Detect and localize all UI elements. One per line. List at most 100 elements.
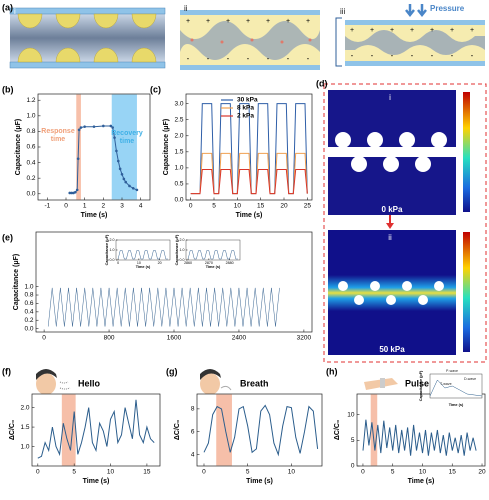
highlight-span bbox=[216, 394, 232, 466]
charge-sign: - bbox=[247, 54, 250, 63]
x-tick-label: 10 bbox=[107, 469, 115, 476]
charge-sign: + bbox=[226, 18, 230, 25]
data-point bbox=[76, 157, 80, 160]
charge-sign: - bbox=[431, 51, 434, 60]
charge-sign: - bbox=[371, 51, 374, 60]
x-tick-label: 0 bbox=[117, 261, 119, 265]
plot-area bbox=[31, 393, 161, 467]
x-axis-label: Time (s) bbox=[206, 265, 221, 269]
data-point bbox=[135, 188, 139, 192]
x-tick-label: 0 bbox=[189, 203, 193, 210]
chart-title: Hello bbox=[78, 378, 101, 388]
plot-area bbox=[35, 231, 313, 333]
icon-face bbox=[200, 369, 232, 395]
y-tick-label: 1.5 bbox=[20, 424, 29, 431]
charge-sign: - bbox=[351, 51, 354, 60]
y-tick-label: 0.4 bbox=[26, 159, 35, 166]
x-tick-label: 5 bbox=[391, 469, 395, 476]
y-tick-label: 8 bbox=[191, 406, 195, 413]
y-tick-label: 6 bbox=[191, 428, 195, 435]
y-tick-label: 0.8 bbox=[26, 128, 35, 135]
data-line bbox=[429, 379, 483, 397]
data-point bbox=[120, 172, 124, 176]
x-tick-label: 5 bbox=[72, 469, 76, 476]
y-tick-label: 1.0 bbox=[174, 165, 183, 172]
x-tick-label: 5 bbox=[212, 203, 216, 210]
data-point bbox=[68, 191, 72, 195]
data-line bbox=[362, 419, 477, 456]
y-tick-label: 0.0 bbox=[26, 190, 35, 197]
sim-pressure: 50 kPa bbox=[379, 345, 405, 354]
charge-sign: - bbox=[411, 51, 414, 60]
y-tick-label: 1.0 bbox=[180, 248, 185, 252]
y-tick-label: 2.0 bbox=[20, 404, 29, 411]
x-tick-label: 15 bbox=[257, 203, 265, 210]
y-tick-label: 1.0 bbox=[26, 113, 35, 120]
legend-label: 8 kPa bbox=[237, 105, 254, 112]
legend-label: 2 kPa bbox=[237, 113, 254, 120]
y-tick-label: 2.5 bbox=[174, 116, 183, 123]
data-line bbox=[47, 287, 280, 327]
x-tick-label: 0 bbox=[42, 335, 46, 342]
x-tick-label: 1600 bbox=[167, 335, 182, 342]
data-point bbox=[102, 124, 105, 128]
panel-label: (e) bbox=[2, 232, 13, 242]
y-axis-label: ΔC/C₀ bbox=[174, 420, 181, 440]
charge-sign: + bbox=[206, 18, 210, 25]
y-tick-label: 0.0 bbox=[110, 258, 115, 262]
x-tick-label: 25 bbox=[304, 203, 312, 210]
chart-title: Breath bbox=[240, 378, 269, 388]
x-axis-label: Time (s) bbox=[136, 265, 151, 269]
diagram-a-ii bbox=[180, 10, 320, 70]
charge-sign: + bbox=[410, 27, 414, 34]
charge-sign: + bbox=[430, 27, 434, 34]
charge-sign: + bbox=[246, 18, 250, 25]
data-point bbox=[128, 184, 131, 188]
data-point bbox=[75, 188, 79, 192]
y-tick-label: 0.2 bbox=[26, 175, 35, 182]
x-tick-label: 10 bbox=[234, 203, 242, 210]
y-axis-label: Capacitance (μF) bbox=[13, 254, 20, 310]
panel-label: (c) bbox=[150, 84, 161, 94]
x-tick-label: 15 bbox=[143, 469, 151, 476]
x-tick-label: 10 bbox=[419, 469, 427, 476]
charge-sign: + bbox=[450, 27, 454, 34]
x-tick-label: 15 bbox=[449, 469, 457, 476]
sim-label: ii bbox=[388, 233, 392, 242]
data-line bbox=[37, 399, 155, 459]
data-point bbox=[79, 126, 83, 129]
annotation: D-wave bbox=[464, 377, 476, 381]
panel-label: (h) bbox=[326, 366, 338, 376]
x-tick-label: 0 bbox=[361, 469, 365, 476]
x-tick-label: 3200 bbox=[297, 335, 312, 342]
data-line bbox=[203, 404, 319, 457]
y-tick-label: 4 bbox=[191, 451, 195, 458]
y-axis-label: Capacitance (pF) bbox=[419, 370, 423, 401]
y-tick-label: 2.0 bbox=[180, 238, 185, 242]
simulation-panel bbox=[323, 83, 487, 363]
charge-sign: - bbox=[287, 54, 290, 63]
annotation: Recovery time bbox=[111, 130, 143, 145]
charge-sign: + bbox=[350, 27, 354, 34]
x-tick-label: 20 bbox=[280, 203, 288, 210]
charge-sign: + bbox=[186, 18, 190, 25]
data-point bbox=[118, 167, 122, 171]
data-point bbox=[83, 125, 86, 129]
charge-sign: + bbox=[286, 18, 290, 25]
y-tick-label: 0.6 bbox=[26, 144, 35, 151]
charge-sign: + bbox=[306, 18, 310, 25]
x-tick-label: 1 bbox=[83, 203, 87, 210]
diagram-a-iii bbox=[335, 4, 485, 67]
data-point bbox=[124, 180, 128, 184]
y-axis-label: ΔC/C₀ bbox=[9, 420, 16, 440]
charge-sign: - bbox=[451, 51, 454, 60]
diagram-label: iii bbox=[340, 7, 346, 16]
y-tick-label: 1.0 bbox=[20, 443, 29, 450]
data-point bbox=[131, 187, 135, 190]
diagram-label: i bbox=[14, 7, 16, 16]
data-line bbox=[190, 103, 308, 195]
y-tick-label: 1.0 bbox=[110, 248, 115, 252]
charge-sign: - bbox=[471, 51, 474, 60]
y-tick-label: 0 bbox=[351, 463, 355, 470]
